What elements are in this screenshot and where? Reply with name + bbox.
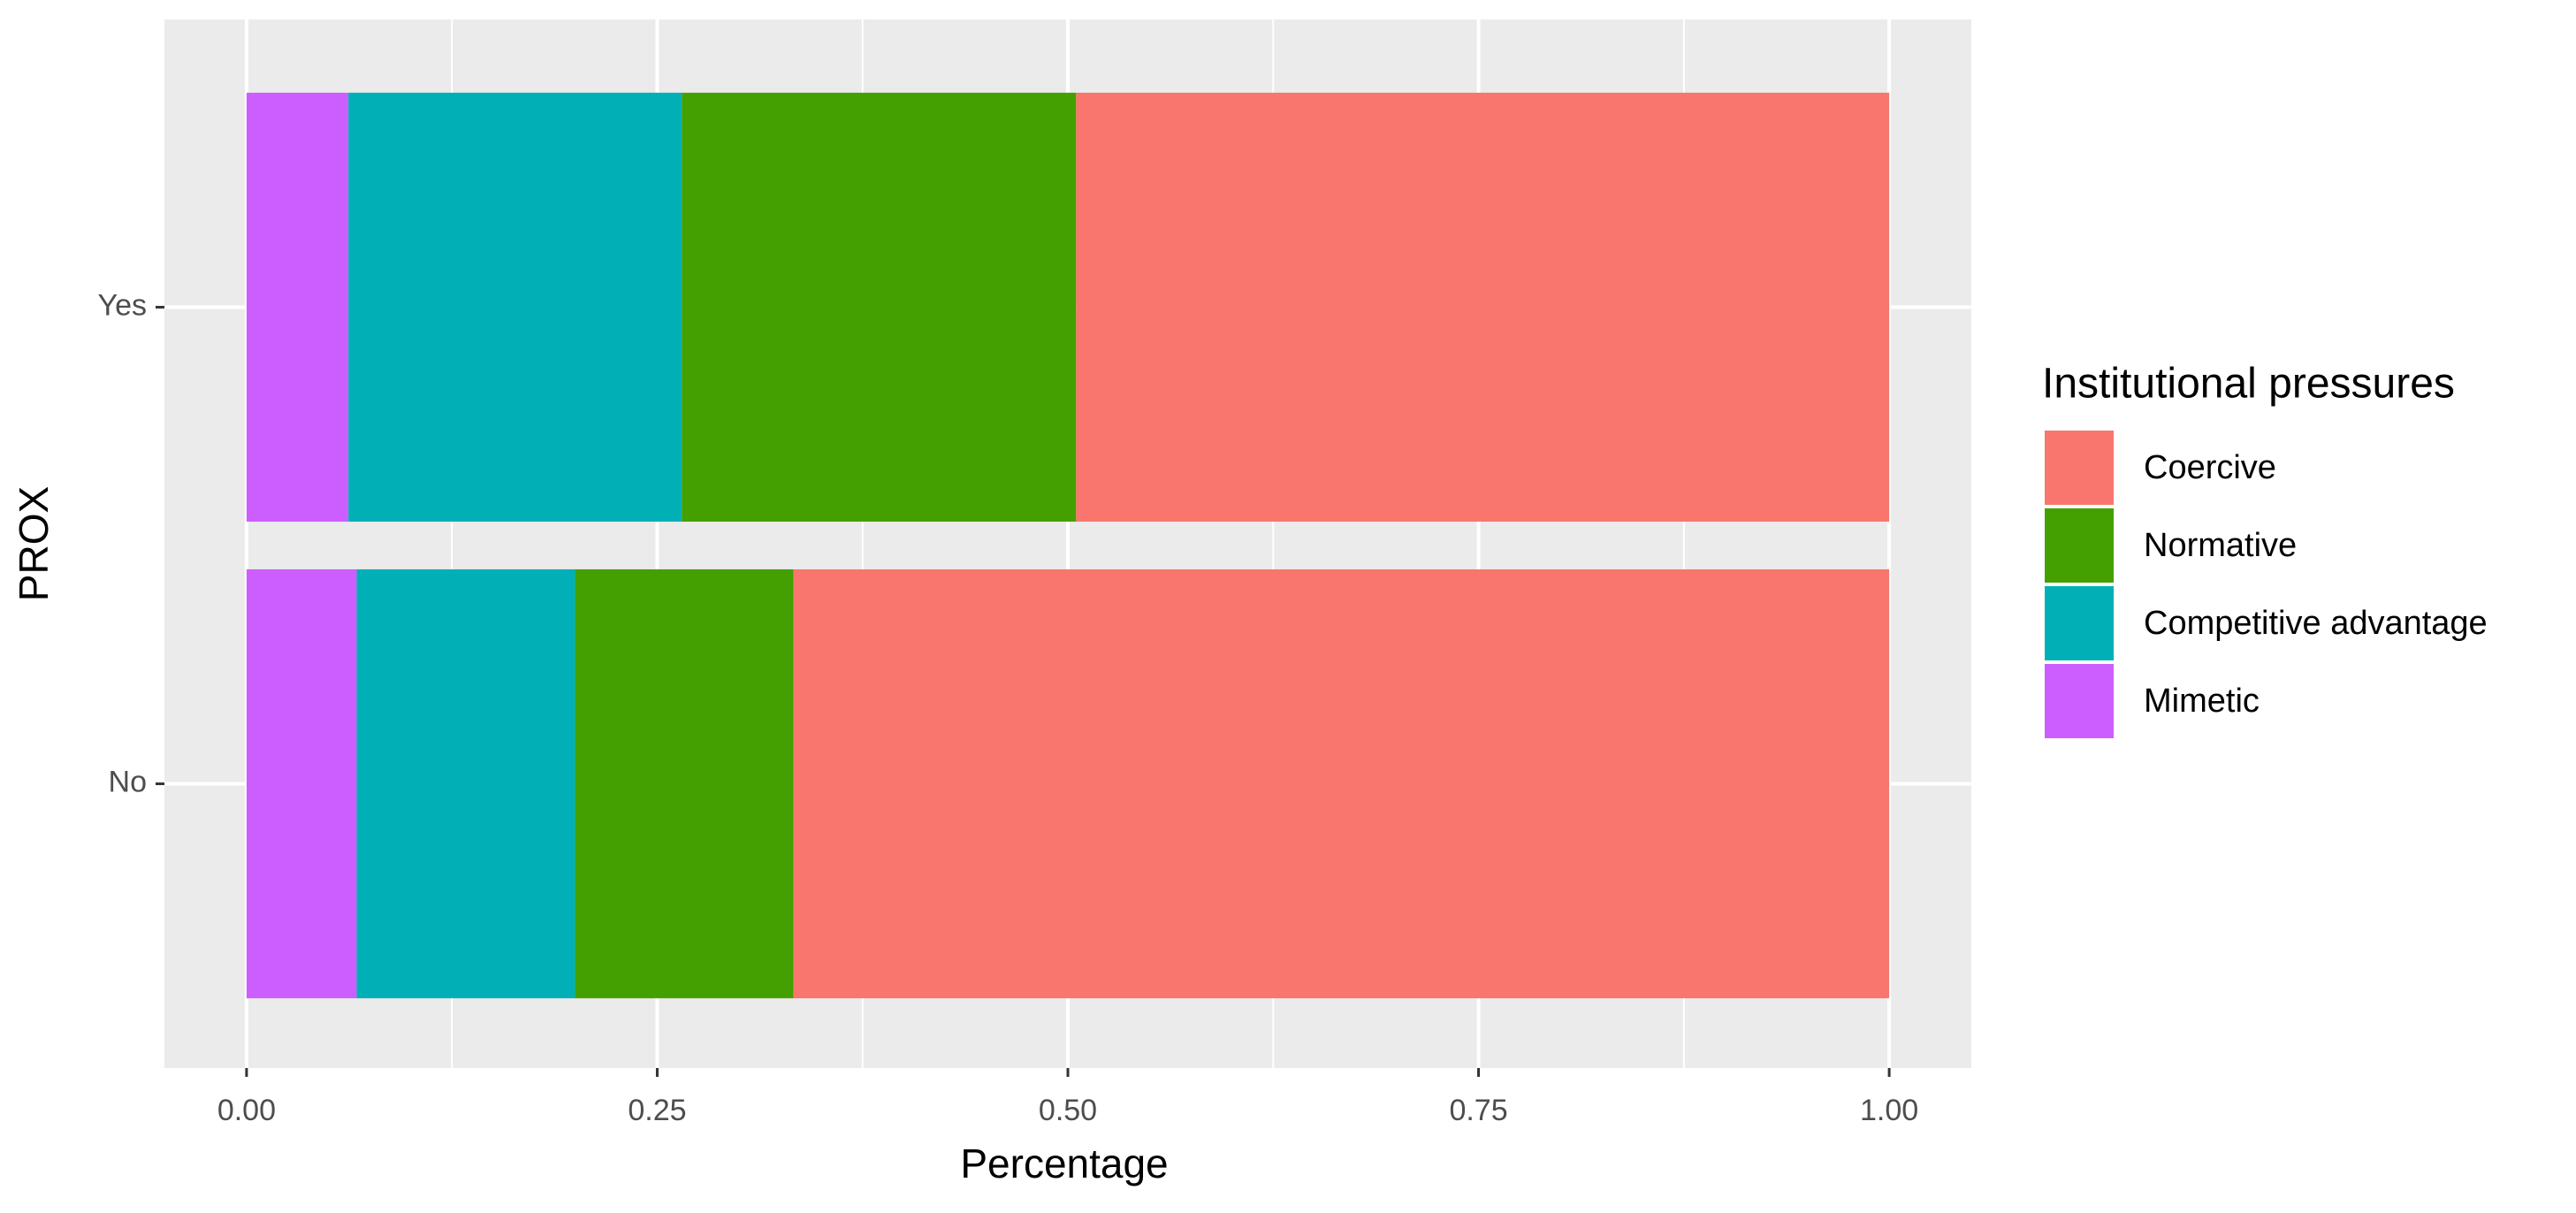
legend-key xyxy=(2045,586,2114,660)
legend-key xyxy=(2045,431,2114,505)
legend-key xyxy=(2045,508,2114,583)
bar-segment xyxy=(356,568,575,999)
bar-segment xyxy=(246,568,357,999)
y-tick-label: No xyxy=(109,766,147,799)
legend-label: Coercive xyxy=(2144,449,2276,486)
bar-segment xyxy=(246,92,349,523)
x-tick-label: 1.00 xyxy=(1860,1094,1918,1127)
legend-label: Competitive advantage xyxy=(2144,605,2488,642)
x-tick-label: 0.75 xyxy=(1449,1094,1507,1127)
bar-segment xyxy=(793,568,1890,999)
legend-key xyxy=(2045,664,2114,738)
x-axis-title: Percentage xyxy=(960,1141,1168,1186)
legend-label: Normative xyxy=(2144,527,2297,564)
bar-segment xyxy=(682,92,1077,523)
x-tick-label: 0.00 xyxy=(217,1094,276,1127)
legend-label: Mimetic xyxy=(2144,683,2260,720)
bar-segment xyxy=(575,568,794,999)
y-axis-title: PROX xyxy=(11,486,57,601)
x-tick-label: 0.50 xyxy=(1039,1094,1097,1127)
bar-segment xyxy=(1076,92,1890,523)
x-tick-label: 0.25 xyxy=(628,1094,686,1127)
legend-title: Institutional pressures xyxy=(2042,361,2455,408)
y-tick-label: Yes xyxy=(98,288,147,322)
bar-segment xyxy=(348,92,682,523)
